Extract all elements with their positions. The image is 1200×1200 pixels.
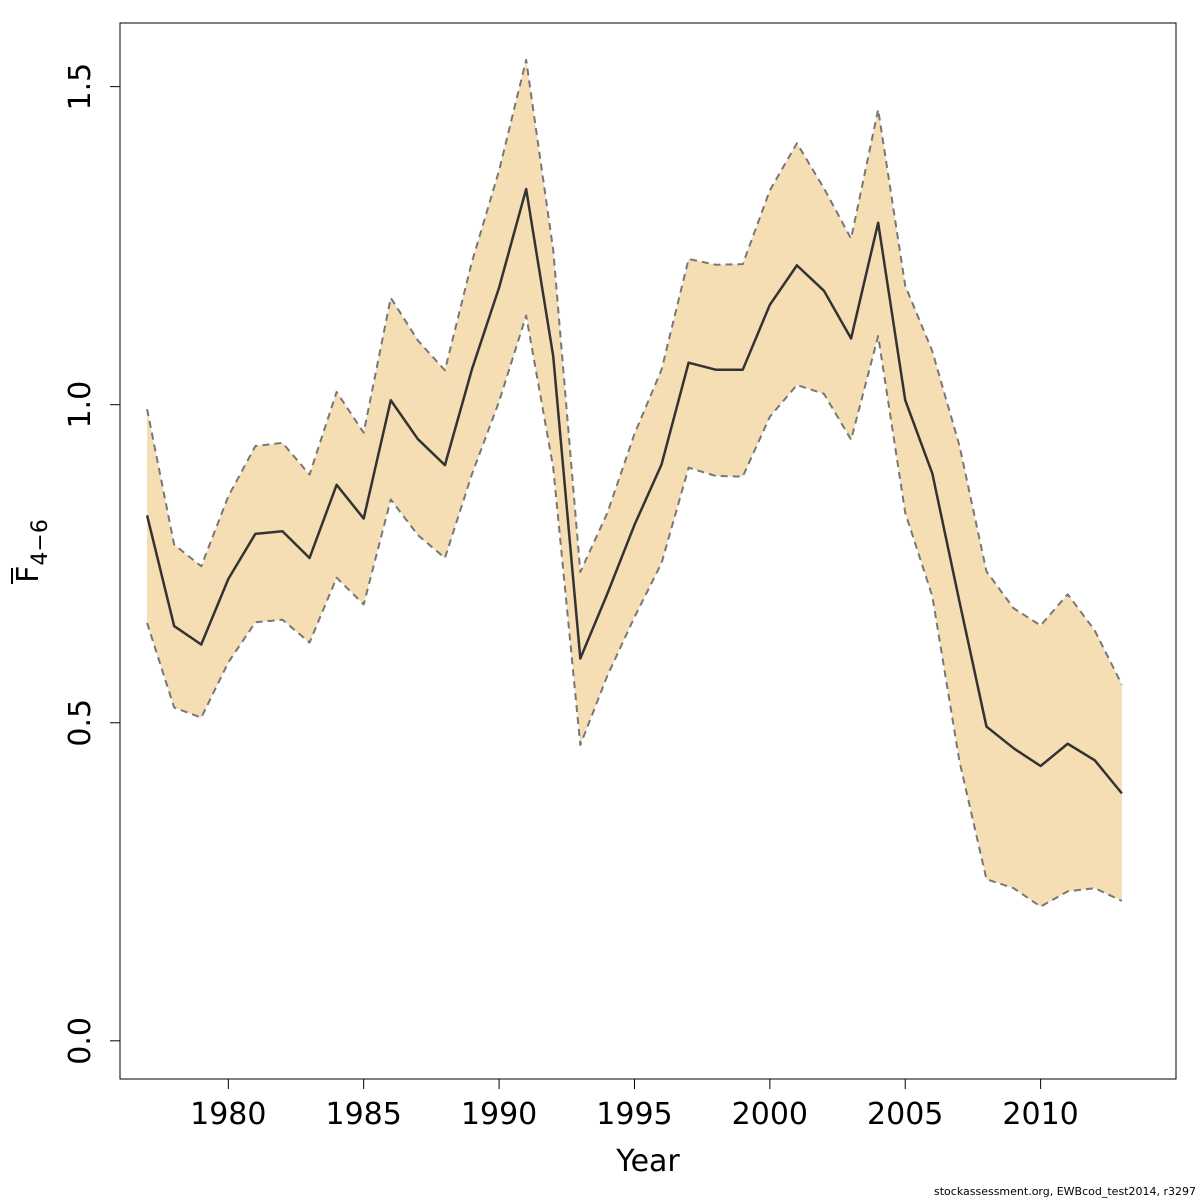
- confidence-band: [147, 59, 1122, 907]
- x-tick-label: 1990: [461, 1097, 537, 1132]
- x-tick-label: 1980: [190, 1097, 266, 1132]
- plot-frame: [119, 22, 1177, 1080]
- y-axis-title: F4−6: [11, 519, 53, 583]
- estimate-line-layer: [145, 58, 1123, 908]
- lower-bound-line: [146, 314, 1123, 908]
- y-tick-label: 0.5: [63, 699, 98, 747]
- x-tick-label: 2005: [867, 1097, 943, 1132]
- y-axis-title-main: F: [11, 566, 46, 583]
- confidence-band-layer: [147, 59, 1122, 907]
- y-axis-title-subscript: 4−6: [28, 519, 53, 565]
- x-tick-label: 1995: [596, 1097, 672, 1132]
- y-tick-label: 0.0: [63, 1017, 98, 1065]
- y-tick-label: 1.0: [63, 381, 98, 429]
- x-axis-title: Year: [615, 1144, 680, 1179]
- y-tick-label: 1.5: [63, 63, 98, 111]
- x-tick-label: 1985: [326, 1097, 402, 1132]
- footer-credit: stockassessment.org, EWBcod_test2014, r3…: [934, 1185, 1196, 1198]
- y-axis: 0.0 0.5 1.0 1.5: [63, 63, 120, 1065]
- estimate-line: [145, 187, 1123, 795]
- x-axis: 1980 1985 1990 1995 2000 2005 2010: [190, 1079, 1079, 1132]
- upper-bound-line: [146, 58, 1123, 686]
- x-tick-label: 2010: [1002, 1097, 1078, 1132]
- x-tick-label: 2000: [732, 1097, 808, 1132]
